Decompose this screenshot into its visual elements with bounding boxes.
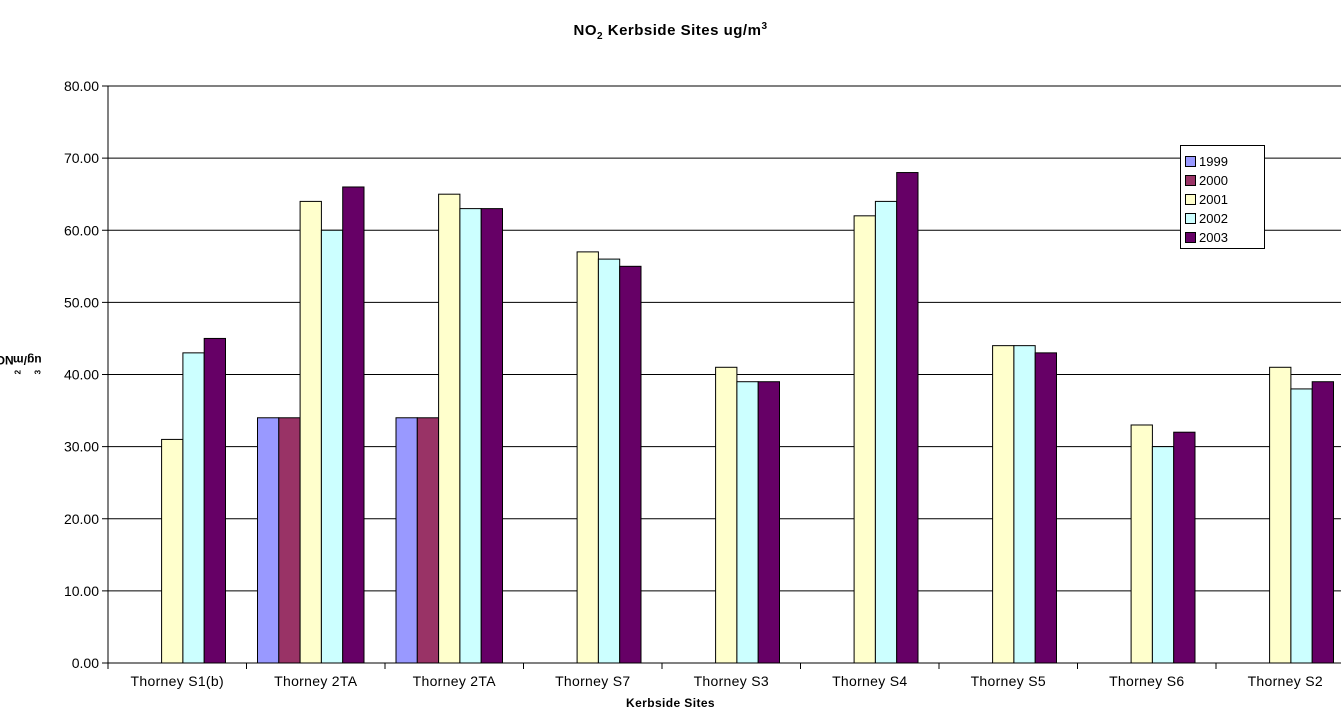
x-tick-label: Thorney S7 [555,673,630,689]
chart-title: NO2 Kerbside Sites ug/m3 [573,21,768,42]
x-tick-label: Thorney S5 [971,673,1046,689]
legend-label: 1999 [1199,154,1228,169]
bar-2000-2 [278,417,301,664]
bar-2001-6 [853,215,876,664]
legend-item: 2002 [1185,209,1264,228]
legend-swatch [1185,232,1196,243]
bar-2002-8 [1151,446,1175,664]
legend-label: 2002 [1199,211,1228,226]
bar-1999-3 [395,417,418,664]
bar-2003-6 [896,172,919,664]
x-tick-label: Thorney S6 [1109,673,1184,689]
legend-item: 1999 [1185,152,1264,171]
y-tick-label: 40.00 [64,367,99,383]
bar-2001-9 [1269,366,1292,664]
x-tick-label: Thorney S1(b) [131,673,224,689]
bar-2001-2 [299,200,322,664]
y-tick-label: 60.00 [64,222,99,238]
y-tick-label: 10.00 [64,583,99,599]
bar-2002-6 [874,200,898,664]
legend-swatch [1185,194,1196,205]
y-tick-label: 20.00 [64,511,99,527]
bar-2000-3 [416,417,440,664]
bar-2002-1 [182,352,205,664]
legend-label: 2003 [1199,230,1228,245]
legend-swatch [1185,156,1196,167]
bar-2001-7 [992,345,1015,664]
bar-2002-2 [320,229,344,664]
legend-swatch [1185,213,1196,224]
y-tick-label: 80.00 [64,78,99,94]
bar-2003-1 [203,337,226,664]
bar-2002-4 [597,258,621,664]
bar-2003-3 [480,208,504,664]
bar-2002-9 [1290,388,1313,664]
x-tick-label: Thorney 2TA [274,673,358,689]
bar-2001-4 [576,251,599,664]
bar-2003-4 [619,265,642,664]
bar-2003-2 [342,186,365,664]
bar-2002-3 [459,208,482,664]
bar-2002-7 [1013,345,1036,664]
bar-2002-5 [736,381,759,664]
bar-2001-8 [1130,424,1153,664]
legend-swatch [1185,175,1196,186]
bar-1999-2 [257,417,280,664]
x-axis-title: Kerbside Sites [626,696,715,710]
x-tick-label: Thorney S2 [1248,673,1323,689]
y-tick-label: 70.00 [64,150,99,166]
bar-2003-8 [1173,431,1196,664]
x-tick-label: Thorney S4 [832,673,907,689]
bar-2003-7 [1034,352,1057,664]
y-tick-label: 0.00 [72,655,99,671]
bar-2003-9 [1311,381,1334,664]
legend-label: 2001 [1199,192,1228,207]
legend-label: 2000 [1199,173,1228,188]
legend-item: 2003 [1185,228,1264,247]
legend: 1999 2000 2001 2002 2003 [1180,145,1265,249]
x-tick-label: Thorney S3 [694,673,769,689]
y-tick-label: 30.00 [64,439,99,455]
x-tick-label: Thorney 2TA [413,673,497,689]
bar-2001-5 [715,366,738,664]
bar-2001-3 [438,193,461,664]
bar-2003-5 [757,381,781,664]
legend-item: 2000 [1185,171,1264,190]
legend-item: 2001 [1185,190,1264,209]
bar-2001-1 [161,438,184,664]
y-tick-label: 50.00 [64,294,99,310]
